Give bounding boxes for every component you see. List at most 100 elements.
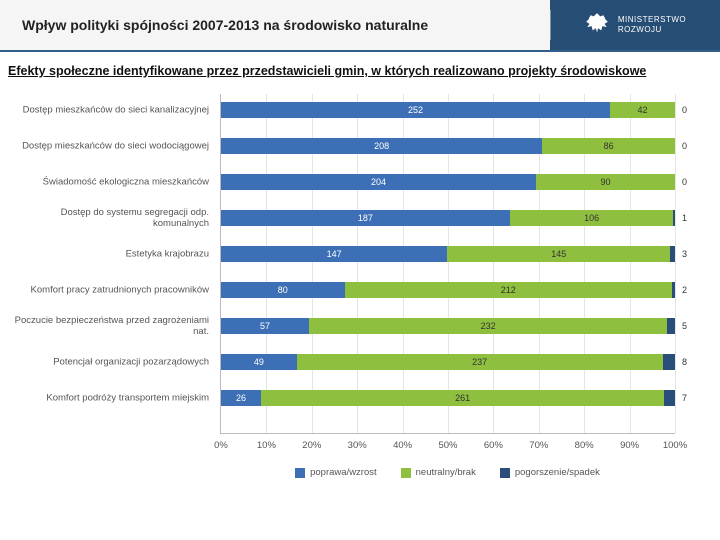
bar-value: 261	[455, 393, 470, 403]
category-label: Świadomość ekologiczna mieszkańców	[10, 177, 215, 188]
bar-value: 212	[501, 285, 516, 295]
x-tick: 60%	[484, 440, 503, 451]
x-tick: 100%	[663, 440, 687, 451]
page-title: Wpływ polityki spójności 2007-2013 na śr…	[22, 17, 428, 33]
eagle-icon	[584, 11, 610, 39]
category-label: Poczucie bezpieczeństwa przed zagrożenia…	[10, 315, 215, 337]
category-label: Dostęp do systemu segregacji odp. komuna…	[10, 207, 215, 229]
bar-row: 204900	[221, 174, 675, 190]
x-tick: 50%	[438, 440, 457, 451]
legend-item: pogorszenie/spadek	[500, 467, 600, 478]
bar-segment: 212	[345, 282, 672, 298]
bar-segment: 252	[221, 102, 610, 118]
chart-container: 0%10%20%30%40%50%60%70%80%90%100%2524202…	[0, 84, 720, 484]
category-label: Estetyka krajobrazu	[10, 249, 215, 260]
x-tick: 20%	[302, 440, 321, 451]
bar-segment: 232	[309, 318, 667, 334]
grid-line	[675, 94, 676, 433]
x-tick: 30%	[348, 440, 367, 451]
bar-value: 42	[638, 105, 648, 115]
bar-segment: 49	[221, 354, 297, 370]
x-tick: 0%	[214, 440, 228, 451]
bar-value: 80	[278, 285, 288, 295]
ministry-line2: ROZWOJU	[618, 25, 686, 35]
subtitle-band: Efekty społeczne identyfikowane przez pr…	[0, 52, 720, 84]
bar-segment: 7	[664, 390, 675, 406]
bar-row: 26 261 7	[221, 390, 675, 406]
bar-segment: 2	[672, 282, 675, 298]
bar-row: 49 237 8	[221, 354, 675, 370]
bar-value: 237	[472, 357, 487, 367]
bar-segment: 1	[673, 210, 675, 226]
legend-label: neutralny/brak	[416, 467, 476, 478]
bar-row: 147 145 3	[221, 246, 675, 262]
bar-segment: 57	[221, 318, 309, 334]
category-label: Komfort podróży transportem miejskim	[10, 393, 215, 404]
bar-value: 90	[600, 177, 610, 187]
header-right: MINISTERSTWO ROZWOJU	[550, 0, 720, 50]
bar-segment: 8	[663, 354, 675, 370]
bar-value: 26	[236, 393, 246, 403]
header: Wpływ polityki spójności 2007-2013 na śr…	[0, 0, 720, 52]
bar-value: 57	[260, 321, 270, 331]
bar-value: 0	[682, 105, 687, 115]
bar-value: 106	[584, 213, 599, 223]
bar-segment: 208	[221, 138, 542, 154]
bar-value: 208	[374, 141, 389, 151]
bar-row: 252420	[221, 102, 675, 118]
bar-value: 145	[551, 249, 566, 259]
category-label: Dostęp mieszkańców do sieci kanalizacyjn…	[10, 105, 215, 116]
bar-value: 0	[682, 177, 687, 187]
category-label: Potencjał organizacji pozarządowych	[10, 357, 215, 368]
bar-value: 204	[371, 177, 386, 187]
header-left: Wpływ polityki spójności 2007-2013 na śr…	[0, 0, 550, 50]
subtitle: Efekty społeczne identyfikowane przez pr…	[8, 64, 712, 78]
bar-segment: 261	[261, 390, 664, 406]
ministry-line1: MINISTERSTWO	[618, 15, 686, 25]
bar-segment: 80	[221, 282, 345, 298]
bar-segment: 5	[667, 318, 675, 334]
legend-label: pogorszenie/spadek	[515, 467, 600, 478]
bar-segment: 204	[221, 174, 536, 190]
category-label: Komfort pracy zatrudnionych pracowników	[10, 285, 215, 296]
bar-value: 232	[481, 321, 496, 331]
bar-value: 86	[604, 141, 614, 151]
bar-value: 187	[358, 213, 373, 223]
bar-row: 208860	[221, 138, 675, 154]
bar-row: 187 106 1	[221, 210, 675, 226]
bar-segment: 3	[670, 246, 675, 262]
bar-segment: 26	[221, 390, 261, 406]
bar-segment: 147	[221, 246, 447, 262]
bar-value: 7	[682, 393, 687, 403]
bar-segment: 42	[610, 102, 675, 118]
plot-area: 0%10%20%30%40%50%60%70%80%90%100%2524202…	[220, 94, 675, 434]
bar-segment: 145	[447, 246, 670, 262]
legend-swatch	[401, 468, 411, 478]
bar-value: 5	[682, 321, 687, 331]
bar-segment: 187	[221, 210, 510, 226]
bar-value: 3	[682, 249, 687, 259]
legend-label: poprawa/wzrost	[310, 467, 377, 478]
bar-segment: 237	[297, 354, 663, 370]
bar-value: 0	[682, 141, 687, 151]
bar-row: 57 232 5	[221, 318, 675, 334]
legend-item: poprawa/wzrost	[295, 467, 377, 478]
x-tick: 80%	[575, 440, 594, 451]
bar-segment: 106	[510, 210, 674, 226]
bar-value: 49	[254, 357, 264, 367]
x-tick: 70%	[529, 440, 548, 451]
bar-row: 80 212 2	[221, 282, 675, 298]
legend-swatch	[295, 468, 305, 478]
bar-value: 8	[682, 357, 687, 367]
bar-segment: 86	[542, 138, 675, 154]
legend: poprawa/wzrost neutralny/brak pogorszenie/…	[220, 467, 675, 478]
legend-item: neutralny/brak	[401, 467, 476, 478]
x-tick: 90%	[620, 440, 639, 451]
bar-value: 147	[327, 249, 342, 259]
legend-swatch	[500, 468, 510, 478]
bar-value: 2	[682, 285, 687, 295]
x-tick: 40%	[393, 440, 412, 451]
bar-value: 1	[682, 213, 687, 223]
x-tick: 10%	[257, 440, 276, 451]
ministry-label: MINISTERSTWO ROZWOJU	[618, 15, 686, 34]
